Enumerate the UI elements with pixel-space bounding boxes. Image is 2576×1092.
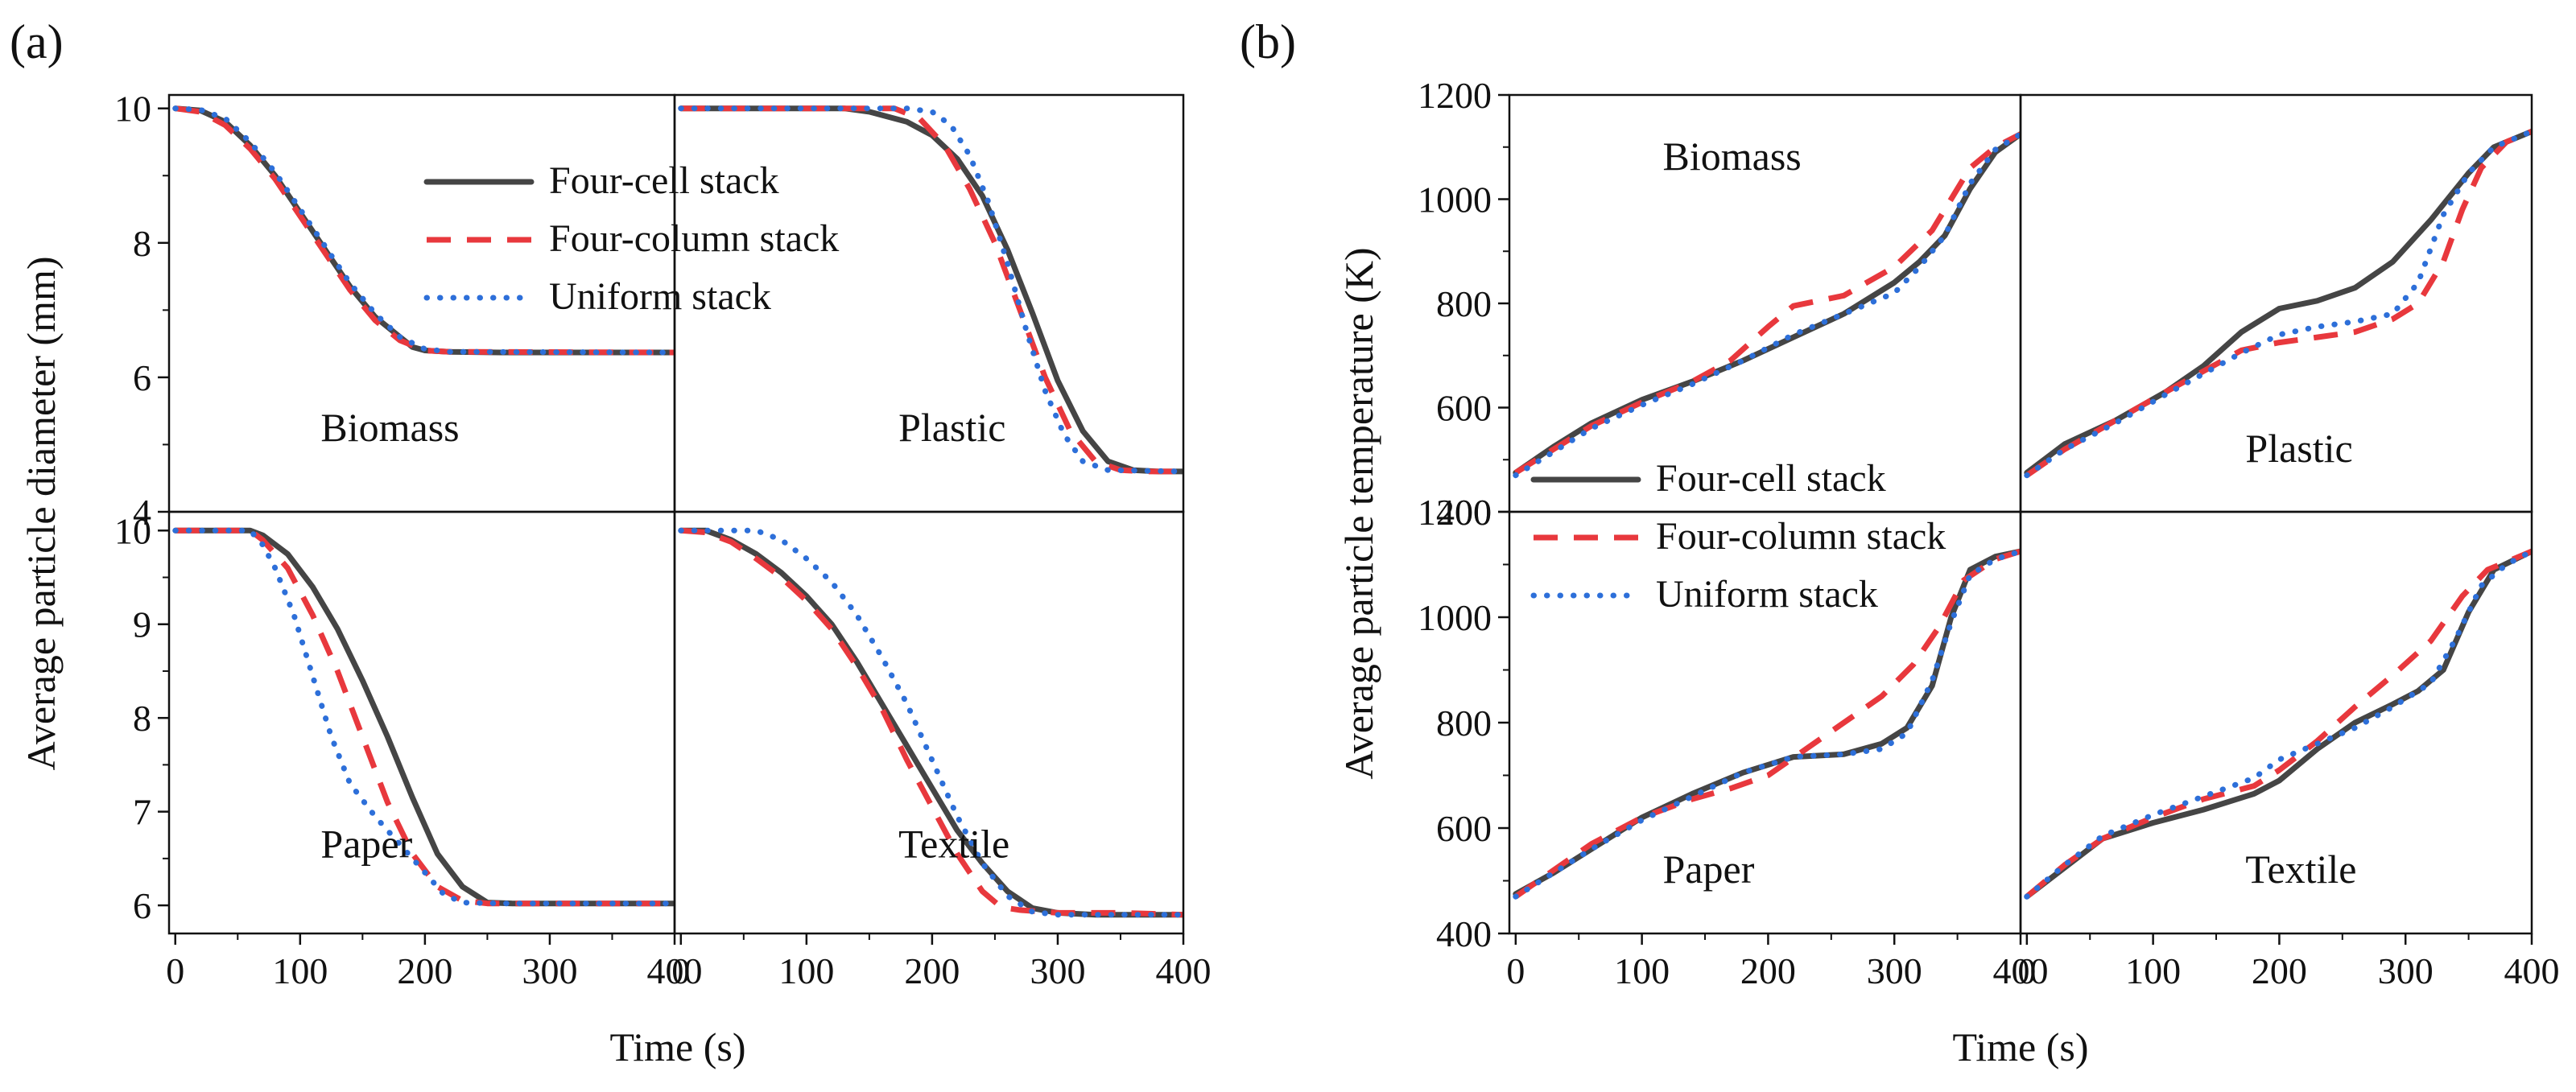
y-tick-label: 400 <box>1436 913 1492 954</box>
legend-label: Uniform stack <box>549 275 771 318</box>
series-line-four-column-stack <box>680 105 1183 475</box>
y-tick-label: 1000 <box>1418 597 1492 638</box>
y-tick-label: 7 <box>133 792 151 833</box>
x-tick-label: 200 <box>2252 950 2307 991</box>
y-tick-label: 9 <box>133 604 151 645</box>
y-tick-label: 8 <box>133 223 151 264</box>
legend-label: Four-column stack <box>549 217 839 260</box>
y-tick-label: 400 <box>1436 492 1492 533</box>
y-axis-title: Average particle temperature (K) <box>1336 247 1381 779</box>
y-axis-title: Average particle diameter (mm) <box>19 256 64 770</box>
series-line-uniform-stack <box>1513 548 2021 900</box>
subplot-frame <box>673 510 1185 935</box>
subplot-label-textile: Textile <box>898 822 1009 867</box>
series-line-four-cell-stack <box>678 527 1183 918</box>
subplot-frame <box>2019 510 2533 935</box>
subplot-textile: Textile 0 100 200 300 400 <box>2017 510 2560 991</box>
y-tick-label: 6 <box>133 357 151 398</box>
subplot-label-plastic: Plastic <box>2245 426 2352 471</box>
x-tick-label: 0 <box>1506 950 1525 991</box>
subplot-label-plastic: Plastic <box>898 405 1005 450</box>
x-tick-label: 400 <box>1156 950 1212 991</box>
y-tick-label: 6 <box>133 885 151 926</box>
panel-label: (b) <box>1240 15 1296 68</box>
subplot-plastic: Plastic <box>2019 93 2533 513</box>
y-tick-label: 600 <box>1436 808 1492 849</box>
x-tick-label: 300 <box>1867 950 1922 991</box>
x-tick-label: 200 <box>904 950 960 991</box>
subplot-label-textile: Textile <box>2245 847 2356 892</box>
y-tick-label: 1200 <box>1418 492 1492 533</box>
subplot-textile: Textile 0 100 200 300 400 <box>671 510 1212 991</box>
y-tick-label: 1200 <box>1418 75 1492 116</box>
subplot-label-paper: Paper <box>320 822 412 867</box>
series-line-uniform-stack <box>2024 548 2532 900</box>
x-tick-label: 0 <box>671 950 690 991</box>
y-tick-label: 1000 <box>1418 179 1492 220</box>
chart-panel-b: (b)Biomass12001000800600400PlasticPaper1… <box>1240 15 2560 1069</box>
series-line-uniform-stack <box>1513 131 2021 479</box>
series-line-four-column-stack <box>2025 548 2532 899</box>
series-line-four-cell-stack <box>1513 131 2021 476</box>
x-tick-label: 200 <box>1740 950 1796 991</box>
y-tick-label: 10 <box>114 510 151 551</box>
y-tick-label: 10 <box>114 89 151 130</box>
legend-label: Four-cell stack <box>1656 457 1886 500</box>
x-tick-label: 400 <box>2504 950 2560 991</box>
series-line-uniform-stack <box>2024 128 2532 479</box>
series-line-four-column-stack <box>1513 548 2021 900</box>
x-tick-label: 0 <box>2017 950 2036 991</box>
x-tick-label: 300 <box>522 950 577 991</box>
subplot-biomass: Biomass 1200 1000 800 600 400 <box>1418 75 2022 533</box>
series-line-four-column-stack <box>680 527 1183 918</box>
series-line-four-column-stack <box>175 527 675 907</box>
y-tick-label: 8 <box>133 698 151 739</box>
x-axis-title: Time (s) <box>1952 1024 2088 1069</box>
subplot-label-biomass: Biomass <box>320 405 459 450</box>
series-line-uniform-stack <box>172 105 675 356</box>
x-tick-label: 0 <box>166 950 184 991</box>
x-tick-label: 200 <box>397 950 452 991</box>
legend-label: Four-column stack <box>1656 515 1946 558</box>
y-tick-label: 800 <box>1436 283 1492 324</box>
series-line-four-column-stack <box>175 105 675 356</box>
x-axis-title: Time (s) <box>609 1024 745 1069</box>
x-tick-label: 100 <box>2125 950 2181 991</box>
x-tick-label: 300 <box>1030 950 1085 991</box>
legend: Four-cell stack Four-column stack Uniform … <box>1530 457 1946 616</box>
x-tick-label: 300 <box>2378 950 2434 991</box>
subplot-biomass: Biomass 10 8 6 4 <box>114 89 676 533</box>
x-tick-label: 100 <box>272 950 328 991</box>
series-line-four-cell-stack <box>2024 128 2532 476</box>
x-tick-label: 400 <box>1993 950 2049 991</box>
series-line-uniform-stack <box>678 527 1183 918</box>
legend-label: Uniform stack <box>1656 573 1878 616</box>
series-line-four-cell-stack <box>172 527 675 907</box>
x-tick-label: 100 <box>1614 950 1670 991</box>
y-tick-label: 800 <box>1436 703 1492 744</box>
panel-label: (a) <box>10 15 64 68</box>
series-line-uniform-stack <box>172 527 675 907</box>
subplot-label-paper: Paper <box>1663 847 1755 892</box>
legend-label: Four-cell stack <box>549 159 779 202</box>
x-tick-label: 100 <box>778 950 834 991</box>
series-line-four-column-stack <box>1513 131 2021 476</box>
x-tick-label: 400 <box>647 950 703 991</box>
legend: Four-cell stack Four-column stack Uniform … <box>423 159 839 318</box>
subplot-label-biomass: Biomass <box>1663 134 1802 179</box>
y-tick-label: 4 <box>133 492 151 533</box>
y-tick-label: 600 <box>1436 388 1492 429</box>
